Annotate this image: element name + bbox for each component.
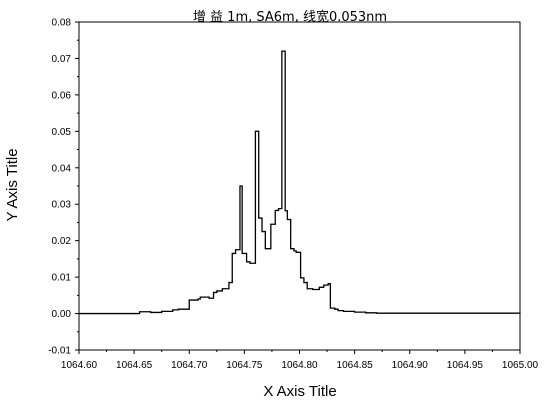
x-tick-label: 1064.65 — [116, 360, 153, 371]
x-tick-label: 1064.95 — [447, 360, 484, 371]
y-tick-label: 0.07 — [52, 54, 72, 65]
plot-frame — [78, 21, 521, 351]
y-tick-label: 0.00 — [52, 309, 72, 320]
x-tick-label: 1065.00 — [502, 360, 539, 371]
x-tick-label: 1064.80 — [281, 360, 318, 371]
x-tick-label: 1064.70 — [171, 360, 208, 371]
y-tick-label: -0.01 — [48, 346, 71, 357]
y-tick-label: 0.06 — [52, 90, 72, 101]
x-tick-label: 1064.75 — [226, 360, 263, 371]
x-axis-title: X Axis Title — [263, 383, 336, 400]
y-tick-label: 0.02 — [52, 236, 72, 247]
y-tick-label: 0.04 — [52, 163, 72, 174]
chart-title: 增 益 1m, SA6m, 线宽0.053nm — [193, 9, 387, 25]
x-tick-label: 1064.60 — [61, 360, 98, 371]
x-tick-label: 1064.90 — [392, 360, 429, 371]
y-tick-label: 0.03 — [52, 200, 72, 211]
y-tick-label: 0.08 — [52, 18, 72, 29]
series-line — [79, 50, 521, 315]
y-tick-label: 0.01 — [52, 273, 72, 284]
x-tick-label: 1064.85 — [337, 360, 374, 371]
x-axis: 1064.60 1064.65 1064.70 1064.75 1064.80 1064.… — [61, 350, 539, 371]
y-axis: -0.01 0.00 0.01 0.02 0.03 0.04 0.05 0.06 0.07 0.0… — [48, 18, 79, 357]
y-axis-title: Y Axis Title — [4, 148, 21, 221]
y-tick-label: 0.05 — [52, 127, 72, 138]
